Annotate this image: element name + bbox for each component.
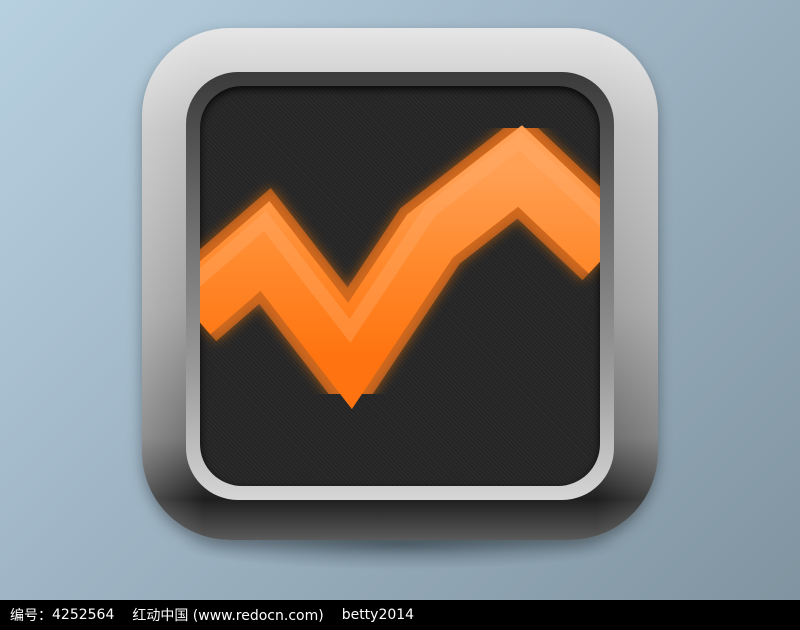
caption-id-label: 编号： — [10, 608, 52, 624]
icon-screen — [200, 86, 600, 486]
icon-scene — [142, 28, 658, 570]
trend-line-icon — [200, 113, 600, 425]
trend-line-highlight — [200, 131, 600, 343]
caption-site: 红动中国 (www.redocn.com) — [132, 608, 324, 624]
caption-id-value: 4252564 — [52, 607, 115, 623]
trend-line-shape — [200, 125, 600, 410]
caption-author: betty2014 — [341, 607, 415, 623]
watermark-caption-bar: 编号： 4252564 红动中国 (www.redocn.com) betty2… — [0, 600, 800, 630]
